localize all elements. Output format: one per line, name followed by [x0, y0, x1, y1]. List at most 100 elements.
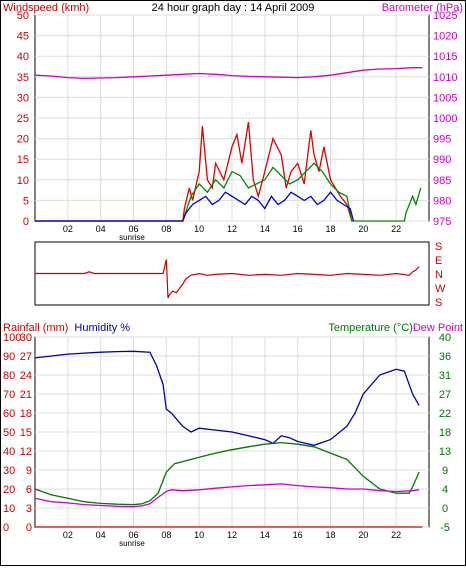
temp-y-tick-label: 36	[439, 351, 451, 363]
humidity-y-tick-label: 100	[3, 332, 21, 344]
temperature-line	[34, 441, 420, 506]
direction-letter: E	[435, 255, 442, 267]
barometer-y-tick-label: 990	[433, 154, 451, 166]
rain-y-tick-label: 12	[20, 446, 32, 458]
barometer-y-tick-label: 1000	[433, 113, 457, 125]
humidity-y-tick-label: 40	[3, 446, 15, 458]
wind-y-tick-label: 45	[17, 31, 29, 43]
dew-point-line	[34, 483, 420, 508]
wind-y-tick-label: 25	[17, 113, 29, 125]
wind-x-tick-label: 04	[96, 224, 106, 234]
wind-y-tick-label: 15	[17, 154, 29, 166]
wind-x-tick-label: 12	[227, 224, 237, 234]
barometer-y-tick-label: 995	[433, 134, 451, 146]
wind-y-tick-label: 20	[17, 134, 29, 146]
wind-y-tick-label: 50	[17, 10, 29, 22]
wind-x-tick-label: 02	[63, 224, 73, 234]
wind-x-tick-label: 20	[358, 224, 368, 234]
barometer-axis-label: Barometer (hPa)	[382, 2, 463, 14]
barometer-y-tick-label: 1010	[433, 72, 457, 84]
barometer-y-tick-label: 1020	[433, 31, 457, 43]
humidity-y-tick-label: 90	[3, 351, 15, 363]
rain-y-tick-label: 18	[20, 408, 32, 420]
humidity-temp-series	[34, 350, 423, 528]
barometer-y-tick-label: 1025	[433, 10, 457, 22]
barometer-y-tick-label: 985	[433, 175, 451, 187]
wind-x-tick-label: 08	[161, 224, 171, 234]
wind-axis-label: Windspeed (kmh)	[3, 2, 89, 14]
wind-x-tick-label: 14	[260, 224, 270, 234]
humid-x-tick-label: 20	[358, 530, 368, 540]
wind-chart-ticks: 02 04 06 08 10 12 14 16 18 20 22051015202530354045…	[17, 10, 458, 234]
rain-humidity-axis-label: Rainfall (mm) Humidity %	[3, 322, 130, 334]
humidity-temp-ticks: 02 04 06 08 10 12 14 16 18 20 22 0 0 -5 10 3 0 20 6 4 30 9 9 40…	[3, 332, 451, 540]
wind-y-tick-label: 0	[23, 216, 29, 228]
rain-y-tick-label: 9	[26, 465, 32, 477]
humid-x-tick-label: 16	[293, 530, 303, 540]
humid-x-tick-label: 14	[260, 530, 270, 540]
wind-direction-line	[35, 259, 420, 299]
wind-gust-line	[35, 121, 353, 222]
humid-x-tick-label: 02	[63, 530, 73, 540]
direction-letter: N	[435, 269, 443, 281]
humid-x-tick-label: 12	[227, 530, 237, 540]
wind-y-tick-label: 10	[17, 175, 29, 187]
humidity-y-tick-label: 30	[3, 465, 15, 477]
humidity-y-tick-label: 70	[3, 389, 15, 401]
temp-y-tick-label: 18	[439, 427, 451, 439]
rain-y-tick-label: 3	[26, 503, 32, 515]
direction-letter: S	[435, 297, 442, 309]
temp-dew-axis-label: Temperature (°C)Dew Point	[328, 322, 463, 334]
humid-x-tick-label: 10	[194, 530, 204, 540]
wind-speed-line	[35, 191, 355, 222]
wind-y-tick-label: 35	[17, 72, 29, 84]
chart-title: 24 hour graph day : 14 April 2009	[152, 2, 315, 14]
humidity-y-tick-label: 0	[3, 522, 9, 534]
wind-x-tick-label: 16	[293, 224, 303, 234]
rain-y-tick-label: 27	[20, 351, 32, 363]
humidity-y-tick-label: 20	[3, 484, 15, 496]
humid-x-tick-label: 06	[128, 530, 138, 540]
humid-x-tick-label: 08	[161, 530, 171, 540]
sunrise-label-2: sunrise	[119, 539, 145, 548]
wind-x-tick-label: 18	[325, 224, 335, 234]
barometer-y-tick-label: 980	[433, 195, 451, 207]
temp-y-tick-label: 31	[439, 370, 451, 382]
humidity-line	[34, 350, 420, 446]
wind-x-tick-label: 06	[128, 224, 138, 234]
rain-y-tick-label: 0	[26, 522, 32, 534]
rain-y-tick-label: 30	[20, 332, 32, 344]
humid-x-tick-label: 22	[391, 530, 401, 540]
temp-y-tick-label: 22	[439, 408, 451, 420]
humidity-y-tick-label: 60	[3, 408, 15, 420]
barometer-y-tick-label: 1005	[433, 92, 457, 104]
humid-x-tick-label: 04	[96, 530, 106, 540]
wind-chart-series	[34, 67, 423, 222]
wind-average-line	[35, 162, 422, 222]
temp-y-tick-label: -5	[440, 522, 450, 534]
temp-y-tick-label: 4	[442, 484, 448, 496]
wind-x-tick-label: 22	[391, 224, 401, 234]
humidity-y-tick-label: 10	[3, 503, 15, 515]
humid-x-tick-label: 18	[325, 530, 335, 540]
barometer-y-tick-label: 1015	[433, 51, 457, 63]
wind-x-tick-label: 10	[194, 224, 204, 234]
wind-direction-series	[35, 259, 420, 299]
temp-y-tick-label: 27	[439, 389, 451, 401]
rain-y-tick-label: 24	[20, 370, 32, 382]
wind-y-tick-label: 40	[17, 51, 29, 63]
barometer-y-tick-label: 975	[433, 216, 451, 228]
wind-y-tick-label: 5	[23, 195, 29, 207]
rain-y-tick-label: 15	[20, 427, 32, 439]
temp-y-tick-label: 9	[442, 465, 448, 477]
temp-y-tick-label: 13	[439, 446, 451, 458]
temp-y-tick-label: 40	[439, 332, 451, 344]
sunrise-label: sunrise	[119, 233, 145, 242]
rain-y-tick-label: 6	[26, 484, 32, 496]
wind-chart-grid	[35, 14, 429, 222]
rain-y-tick-label: 21	[20, 389, 32, 401]
barometer-line	[34, 67, 423, 80]
